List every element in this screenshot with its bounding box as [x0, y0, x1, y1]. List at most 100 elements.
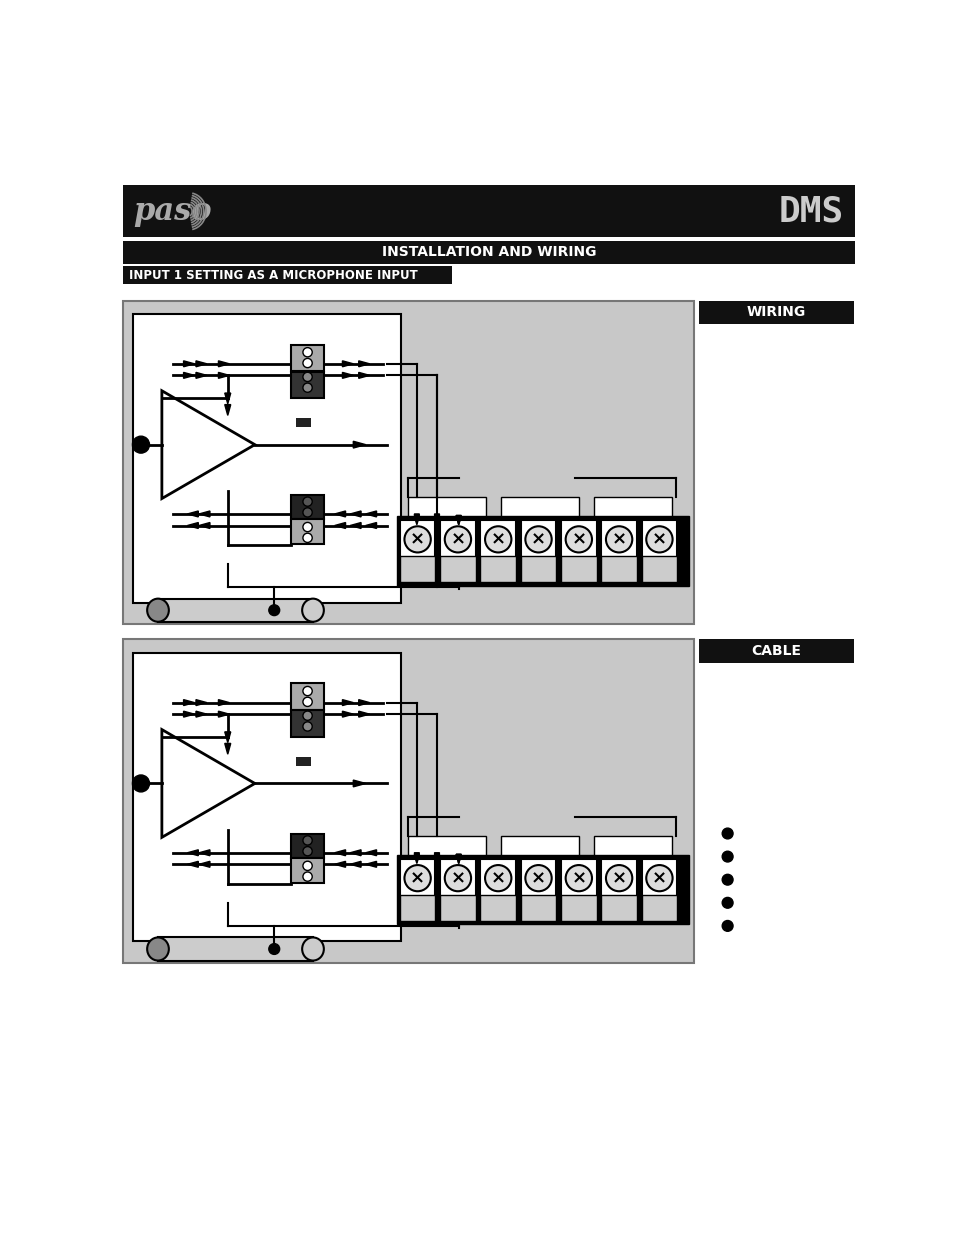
Text: ×: × — [571, 530, 586, 548]
Circle shape — [565, 864, 592, 892]
Circle shape — [303, 846, 312, 856]
Polygon shape — [414, 515, 419, 525]
Circle shape — [269, 944, 279, 955]
Circle shape — [444, 864, 471, 892]
Text: ×: × — [490, 530, 505, 548]
Circle shape — [484, 526, 511, 552]
Circle shape — [303, 721, 312, 731]
Polygon shape — [365, 861, 376, 867]
Bar — [291, 710, 323, 737]
Circle shape — [132, 436, 150, 453]
Bar — [641, 520, 677, 582]
Bar — [158, 599, 313, 621]
Polygon shape — [434, 514, 439, 524]
Circle shape — [565, 526, 592, 552]
Bar — [133, 314, 400, 603]
Bar — [439, 556, 476, 582]
Ellipse shape — [147, 937, 169, 961]
Bar — [408, 836, 485, 855]
Circle shape — [404, 526, 431, 552]
Polygon shape — [353, 441, 365, 448]
Polygon shape — [350, 850, 360, 856]
Circle shape — [525, 864, 551, 892]
Bar — [600, 895, 637, 920]
Polygon shape — [225, 393, 231, 404]
Polygon shape — [434, 852, 439, 862]
Text: INSTALLATION AND WIRING: INSTALLATION AND WIRING — [381, 246, 596, 259]
Circle shape — [303, 534, 312, 542]
Bar — [480, 520, 516, 582]
Polygon shape — [358, 361, 369, 367]
Bar — [560, 556, 596, 582]
Bar — [641, 556, 677, 582]
Bar — [291, 372, 323, 399]
Text: paso: paso — [133, 196, 212, 227]
Polygon shape — [183, 700, 194, 705]
Circle shape — [303, 711, 312, 720]
Circle shape — [645, 526, 672, 552]
Bar — [641, 858, 677, 920]
Circle shape — [303, 372, 312, 382]
Text: ×: × — [571, 869, 586, 887]
Polygon shape — [365, 850, 376, 856]
Polygon shape — [414, 514, 419, 524]
Polygon shape — [358, 700, 369, 705]
Bar — [399, 520, 435, 582]
Polygon shape — [350, 522, 360, 529]
Bar — [600, 520, 637, 582]
Polygon shape — [187, 850, 198, 856]
Polygon shape — [218, 700, 229, 705]
Circle shape — [303, 836, 312, 845]
Bar — [594, 836, 671, 855]
Bar — [594, 496, 671, 516]
Circle shape — [303, 861, 312, 871]
Text: ×: × — [531, 869, 545, 887]
Bar — [396, 516, 688, 585]
Polygon shape — [434, 515, 439, 525]
Polygon shape — [183, 711, 194, 718]
Circle shape — [303, 687, 312, 695]
Polygon shape — [195, 700, 207, 705]
Polygon shape — [199, 522, 210, 529]
Bar — [480, 858, 516, 920]
Circle shape — [721, 920, 732, 931]
Bar — [408, 496, 485, 516]
Bar — [291, 345, 323, 372]
Text: ×: × — [450, 869, 465, 887]
Circle shape — [605, 864, 632, 892]
Bar — [520, 895, 556, 920]
Text: ×: × — [490, 869, 505, 887]
Circle shape — [721, 874, 732, 885]
Bar — [158, 937, 313, 961]
Bar — [291, 858, 323, 883]
Bar — [399, 858, 435, 920]
Polygon shape — [358, 373, 369, 378]
Text: ×: × — [611, 530, 626, 548]
Ellipse shape — [302, 599, 323, 621]
Polygon shape — [342, 700, 353, 705]
Polygon shape — [187, 522, 198, 529]
Bar — [291, 520, 323, 543]
Bar — [123, 266, 452, 284]
Bar — [560, 895, 596, 920]
Bar — [500, 836, 578, 855]
Polygon shape — [414, 855, 419, 863]
Bar — [123, 185, 854, 237]
Circle shape — [303, 508, 312, 517]
Circle shape — [721, 898, 732, 908]
Text: INPUT 1 SETTING AS A MICROPHONE INPUT: INPUT 1 SETTING AS A MICROPHONE INPUT — [129, 269, 416, 282]
Polygon shape — [183, 361, 194, 367]
Circle shape — [444, 526, 471, 552]
Polygon shape — [456, 855, 460, 863]
Text: DMS: DMS — [778, 194, 843, 228]
Circle shape — [484, 864, 511, 892]
Polygon shape — [183, 373, 194, 378]
Polygon shape — [195, 711, 207, 718]
Circle shape — [303, 347, 312, 357]
Polygon shape — [335, 861, 345, 867]
Bar — [439, 520, 476, 582]
Bar — [133, 652, 400, 941]
Bar — [480, 556, 516, 582]
Polygon shape — [218, 361, 229, 367]
Bar — [699, 640, 853, 662]
